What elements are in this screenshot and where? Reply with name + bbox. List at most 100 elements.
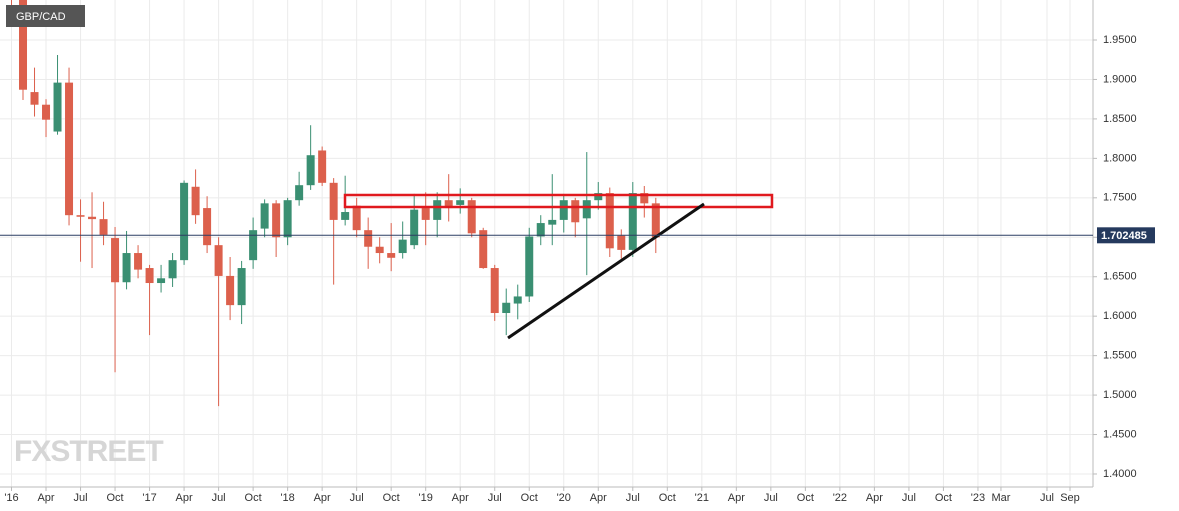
x-tick-label: Oct xyxy=(383,492,400,504)
x-tick-label: Jul xyxy=(626,492,640,504)
x-tick-label: Apr xyxy=(452,492,469,504)
x-tick-label: Jul xyxy=(764,492,778,504)
candle-body xyxy=(640,193,649,204)
x-tick-label: Mar xyxy=(991,492,1010,504)
candle-body xyxy=(502,302,511,314)
chart-title: GBP/CAD xyxy=(16,11,66,23)
x-tick-label: '20 xyxy=(557,492,571,504)
y-tick-label: 1.4000 xyxy=(1103,468,1137,480)
x-tick-label: Jul xyxy=(1040,492,1054,504)
candle-body xyxy=(628,193,637,250)
candle-body xyxy=(456,200,465,205)
candle-body xyxy=(157,278,166,284)
x-tick-label: '16 xyxy=(4,492,18,504)
candle-body xyxy=(249,230,258,261)
y-tick-label: 1.5000 xyxy=(1103,389,1137,401)
candle-body xyxy=(421,208,430,220)
x-tick-label: Apr xyxy=(314,492,331,504)
candle-body xyxy=(99,219,108,235)
x-tick-label: Oct xyxy=(521,492,538,504)
candle-body xyxy=(617,235,626,250)
candle-body xyxy=(134,253,143,270)
candle-body xyxy=(352,205,361,231)
x-tick-label: Jul xyxy=(902,492,916,504)
y-tick-label: 1.9000 xyxy=(1103,73,1137,85)
candle-body xyxy=(145,268,154,284)
candle-body xyxy=(444,200,453,209)
watermark: FXSTREET xyxy=(14,435,163,468)
candle-body xyxy=(122,253,131,283)
candle-body xyxy=(191,186,200,216)
candle-body xyxy=(410,209,419,246)
candle-body xyxy=(272,203,281,238)
axes: 1.95001.90001.85001.80001.75001.70001.65… xyxy=(0,34,1155,504)
candle-body xyxy=(306,155,315,186)
y-tick-label: 1.6500 xyxy=(1103,271,1137,283)
candle-body xyxy=(513,296,522,304)
candle-body xyxy=(548,219,557,225)
candle-body xyxy=(594,193,603,201)
y-tick-label: 1.9500 xyxy=(1103,34,1137,46)
grid xyxy=(0,0,1093,487)
candle-body xyxy=(295,185,304,201)
candle-body xyxy=(433,200,442,220)
x-tick-label: Oct xyxy=(106,492,123,504)
candle-body xyxy=(329,182,338,220)
y-tick-label: 1.6000 xyxy=(1103,310,1137,322)
x-tick-label: Apr xyxy=(590,492,607,504)
x-tick-label: Sep xyxy=(1060,492,1080,504)
candle-body xyxy=(53,82,62,132)
candle-body xyxy=(559,200,568,220)
candles xyxy=(11,0,660,407)
candle-body xyxy=(341,212,350,220)
candle-body xyxy=(88,216,97,220)
candle-body xyxy=(42,104,51,120)
x-tick-label: '23 xyxy=(971,492,985,504)
y-tick-label: 1.4500 xyxy=(1103,428,1137,440)
x-tick-label: '18 xyxy=(280,492,294,504)
last-price-box xyxy=(1097,227,1155,244)
x-tick-label: Jul xyxy=(488,492,502,504)
x-tick-label: Jul xyxy=(74,492,88,504)
x-tick-label: Jul xyxy=(212,492,226,504)
last-price-label: 1.702485 xyxy=(1101,230,1147,242)
x-tick-label: '19 xyxy=(419,492,433,504)
x-tick-label: Oct xyxy=(797,492,814,504)
candle-body xyxy=(226,275,235,306)
candle-body xyxy=(364,230,373,247)
candle-body xyxy=(582,200,591,219)
candle-body xyxy=(651,203,660,238)
candle-body xyxy=(19,0,28,90)
candle-body xyxy=(387,253,396,258)
candle-body xyxy=(525,236,534,297)
x-tick-label: Apr xyxy=(728,492,745,504)
y-tick-label: 1.8000 xyxy=(1103,152,1137,164)
candle-body xyxy=(168,260,177,279)
candle-body xyxy=(30,92,39,105)
candle-body xyxy=(605,193,614,249)
candle-body xyxy=(375,246,384,254)
candle-body xyxy=(76,215,85,217)
candle-body xyxy=(283,200,292,238)
candle-body xyxy=(490,268,499,314)
y-tick-label: 1.8500 xyxy=(1103,113,1137,125)
x-tick-label: Apr xyxy=(866,492,883,504)
candle-body xyxy=(203,208,212,246)
x-tick-label: Apr xyxy=(176,492,193,504)
candle-body xyxy=(318,150,327,183)
y-tick-label: 1.7500 xyxy=(1103,192,1137,204)
candle-body xyxy=(111,238,120,283)
x-tick-label: Oct xyxy=(245,492,262,504)
y-tick-label: 1.5500 xyxy=(1103,350,1137,362)
candle-body xyxy=(398,239,407,254)
x-tick-label: Oct xyxy=(659,492,676,504)
resistance-box xyxy=(343,193,774,209)
title-box xyxy=(6,5,85,27)
candle-body xyxy=(65,82,74,216)
x-tick-label: '21 xyxy=(695,492,709,504)
x-tick-label: '17 xyxy=(142,492,156,504)
x-tick-label: '22 xyxy=(833,492,847,504)
trend-line xyxy=(507,202,705,340)
